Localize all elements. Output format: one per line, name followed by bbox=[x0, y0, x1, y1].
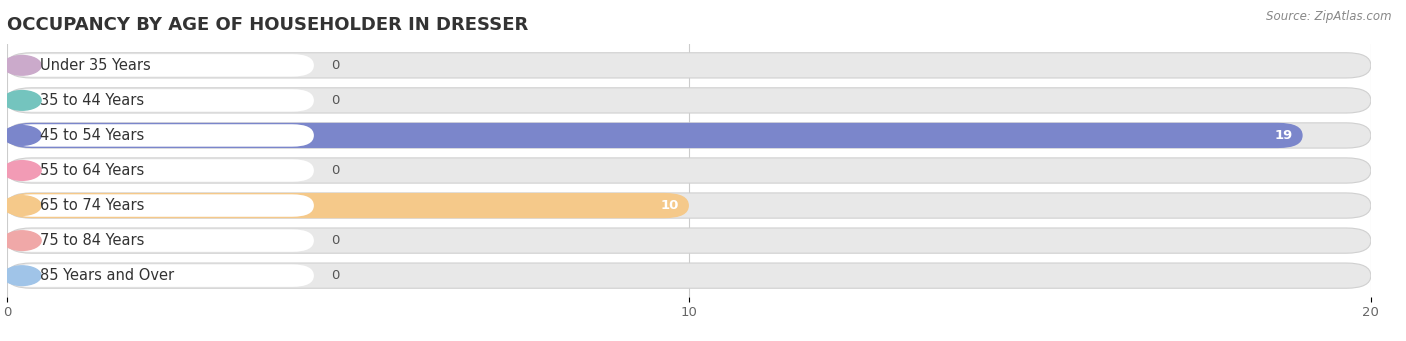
Text: 0: 0 bbox=[330, 164, 339, 177]
FancyBboxPatch shape bbox=[7, 193, 1371, 218]
FancyBboxPatch shape bbox=[10, 159, 314, 182]
Text: Under 35 Years: Under 35 Years bbox=[39, 58, 150, 73]
Text: 0: 0 bbox=[330, 59, 339, 72]
FancyBboxPatch shape bbox=[10, 54, 314, 77]
Text: 0: 0 bbox=[330, 234, 339, 247]
Circle shape bbox=[3, 56, 41, 75]
FancyBboxPatch shape bbox=[7, 193, 689, 218]
Circle shape bbox=[3, 91, 41, 110]
Circle shape bbox=[3, 231, 41, 250]
Text: 19: 19 bbox=[1274, 129, 1292, 142]
FancyBboxPatch shape bbox=[7, 53, 1371, 78]
FancyBboxPatch shape bbox=[10, 124, 314, 147]
Text: 55 to 64 Years: 55 to 64 Years bbox=[39, 163, 143, 178]
Circle shape bbox=[3, 266, 41, 285]
FancyBboxPatch shape bbox=[10, 89, 314, 112]
Circle shape bbox=[3, 125, 41, 145]
Text: 65 to 74 Years: 65 to 74 Years bbox=[39, 198, 145, 213]
Text: 85 Years and Over: 85 Years and Over bbox=[39, 268, 174, 283]
FancyBboxPatch shape bbox=[7, 158, 1371, 183]
Text: OCCUPANCY BY AGE OF HOUSEHOLDER IN DRESSER: OCCUPANCY BY AGE OF HOUSEHOLDER IN DRESS… bbox=[7, 16, 529, 34]
Circle shape bbox=[3, 196, 41, 216]
FancyBboxPatch shape bbox=[10, 264, 314, 287]
FancyBboxPatch shape bbox=[7, 123, 1371, 148]
Text: Source: ZipAtlas.com: Source: ZipAtlas.com bbox=[1267, 10, 1392, 23]
Text: 10: 10 bbox=[661, 199, 679, 212]
FancyBboxPatch shape bbox=[7, 228, 1371, 253]
Circle shape bbox=[3, 161, 41, 180]
FancyBboxPatch shape bbox=[7, 123, 1303, 148]
Text: 45 to 54 Years: 45 to 54 Years bbox=[39, 128, 143, 143]
FancyBboxPatch shape bbox=[7, 263, 1371, 288]
FancyBboxPatch shape bbox=[10, 194, 314, 217]
Text: 75 to 84 Years: 75 to 84 Years bbox=[39, 233, 145, 248]
Text: 0: 0 bbox=[330, 269, 339, 282]
Text: 35 to 44 Years: 35 to 44 Years bbox=[39, 93, 143, 108]
FancyBboxPatch shape bbox=[10, 229, 314, 252]
FancyBboxPatch shape bbox=[7, 88, 1371, 113]
Text: 0: 0 bbox=[330, 94, 339, 107]
